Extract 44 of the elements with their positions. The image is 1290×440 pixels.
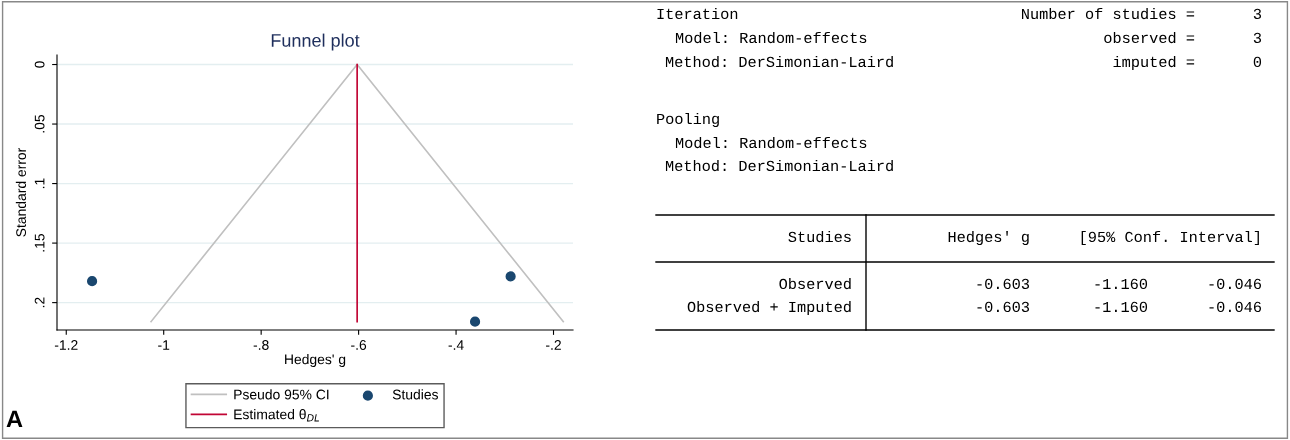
x-tick-label: -.2 xyxy=(546,340,561,350)
text: -0.603 xyxy=(977,301,1030,313)
x-tick-label: -1.2 xyxy=(54,340,78,350)
y-tick-label: 0 xyxy=(34,61,45,68)
text: -0.046 xyxy=(1209,278,1261,290)
text: Studies xyxy=(788,230,851,243)
text: -0.603 xyxy=(977,278,1030,290)
x-tick-label: -.8 xyxy=(253,340,269,350)
y-tick-label: .05 xyxy=(34,114,45,133)
text: observed = xyxy=(1104,31,1195,44)
text: A xyxy=(6,410,23,428)
text: 3 xyxy=(1253,32,1262,44)
point xyxy=(505,271,516,282)
text: [95% Conf. Interval] xyxy=(1081,230,1259,246)
x-tick-label: -.4 xyxy=(448,340,464,350)
y-axis-title: Standard error xyxy=(15,147,27,237)
text: 0 xyxy=(1253,56,1262,68)
x-axis-title: Hedges' g xyxy=(285,354,346,368)
text: Model: Random-effects xyxy=(675,136,867,149)
text: -0.046 xyxy=(1209,301,1261,313)
text: Number of studies = xyxy=(1022,7,1195,20)
text: Hedges' g xyxy=(948,230,1029,246)
legend-label: Pseudo 95% CI xyxy=(234,389,329,400)
text: imputed = xyxy=(1113,55,1195,71)
chart-title: Funnel plot xyxy=(271,33,360,51)
text: Observed + Imputed xyxy=(687,300,851,316)
text: 3 xyxy=(1253,8,1262,20)
point xyxy=(469,316,481,327)
text: Iteration xyxy=(657,7,738,20)
text: Model: Random-effects xyxy=(675,31,867,44)
text: Observed xyxy=(779,277,851,290)
y-tick-label: .15 xyxy=(34,234,45,252)
x-tick-label: -1 xyxy=(158,340,170,350)
text: Method: DerSimonian-Laird xyxy=(665,159,893,172)
text: Method: DerSimonian-Laird xyxy=(665,55,893,68)
y-tick-label: .1 xyxy=(34,178,45,189)
text: -1.160 xyxy=(1095,278,1148,290)
y-tick-label: .2 xyxy=(34,297,45,308)
legend-label: Estimated θ$_{DL}$ xyxy=(234,409,319,422)
text: -1.160 xyxy=(1095,301,1148,313)
legend-label: Studies xyxy=(392,389,438,400)
x-tick-label: -.6 xyxy=(351,340,367,350)
text: Pooling xyxy=(657,112,719,128)
point xyxy=(86,276,98,287)
